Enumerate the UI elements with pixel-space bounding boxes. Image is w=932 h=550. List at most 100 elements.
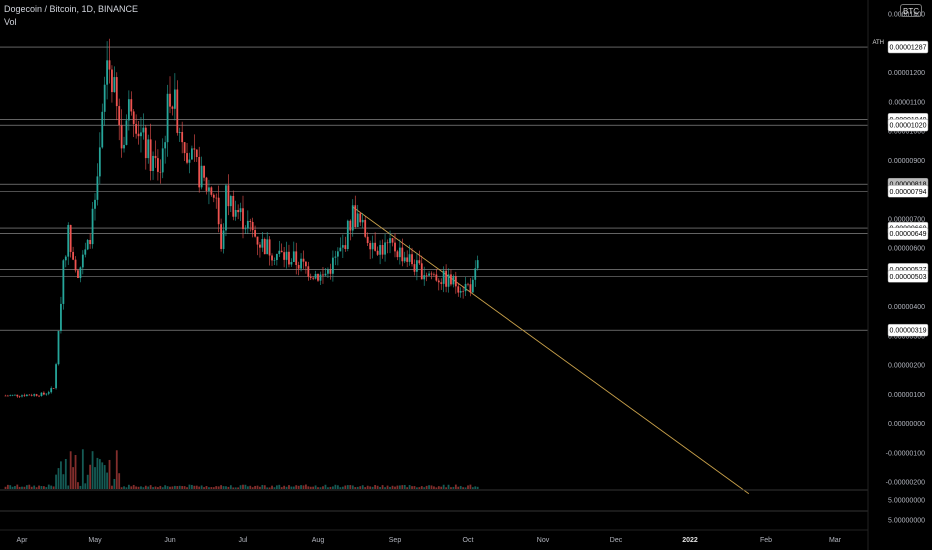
volume-bar bbox=[64, 458, 67, 489]
candle-body bbox=[364, 219, 367, 237]
volume-bar bbox=[101, 462, 104, 489]
trendline[interactable] bbox=[352, 206, 750, 495]
candle-body bbox=[161, 148, 164, 173]
candle-body bbox=[249, 220, 252, 222]
candle-body bbox=[215, 197, 218, 199]
volume-bar bbox=[229, 485, 232, 489]
candle-body bbox=[435, 274, 438, 281]
volume-bar bbox=[161, 487, 164, 489]
volume-bar bbox=[283, 485, 286, 489]
volume-bar bbox=[183, 486, 186, 489]
candle-body bbox=[130, 99, 133, 112]
volume-bar bbox=[14, 486, 16, 489]
level-price-text: 0.00000503 bbox=[890, 274, 927, 281]
time-axis[interactable]: Apr May Jun Jul Aug Sep Oct Nov Dec 2022 Feb Mar bbox=[17, 537, 842, 544]
time-tick-label: Jun bbox=[164, 537, 175, 544]
candle-body bbox=[210, 187, 213, 195]
candle-body bbox=[222, 230, 225, 249]
volume-bar bbox=[467, 485, 469, 489]
volume-bar bbox=[159, 485, 162, 489]
volume-bar bbox=[290, 486, 293, 489]
volume-label[interactable]: Vol bbox=[4, 17, 17, 27]
volume-bar bbox=[60, 461, 62, 489]
volume-bar bbox=[103, 465, 106, 489]
volume-bar bbox=[127, 484, 130, 489]
candle-body bbox=[457, 286, 460, 293]
volume-bar bbox=[297, 485, 300, 489]
volume-bar bbox=[239, 485, 242, 489]
candle-body bbox=[425, 275, 428, 276]
volume-bar bbox=[305, 484, 307, 489]
candle-body bbox=[149, 139, 152, 172]
volume-bar bbox=[35, 487, 38, 489]
volume-bar bbox=[452, 486, 455, 489]
volume-bar bbox=[234, 487, 237, 489]
volume-bar bbox=[403, 484, 406, 489]
candle-body bbox=[374, 242, 377, 251]
volume-bar bbox=[437, 486, 440, 489]
volume-bar bbox=[268, 487, 271, 489]
volume-bar bbox=[341, 486, 344, 489]
volume-bar bbox=[38, 485, 40, 489]
candle-body bbox=[386, 242, 389, 244]
candle-body bbox=[25, 394, 28, 397]
price-tick-label: 0.00000200 bbox=[888, 363, 925, 370]
candle-body bbox=[336, 251, 339, 257]
time-tick-label: 2022 bbox=[682, 537, 698, 544]
volume-bar bbox=[89, 464, 92, 489]
candle-body bbox=[346, 220, 349, 250]
candle-body bbox=[430, 273, 433, 275]
candle-body bbox=[396, 251, 399, 258]
volume-bar bbox=[16, 484, 19, 489]
volume-bar bbox=[278, 484, 281, 489]
candle-body bbox=[471, 279, 474, 293]
candle-body bbox=[292, 251, 295, 263]
volume-bar bbox=[191, 484, 193, 489]
volume-bar bbox=[18, 486, 21, 489]
volume-bar bbox=[140, 486, 142, 489]
candle-body bbox=[173, 89, 176, 109]
volume-bar bbox=[295, 485, 298, 489]
candle-body bbox=[361, 219, 364, 223]
volume-bar bbox=[50, 485, 53, 489]
volume-bar bbox=[137, 486, 140, 489]
price-axis[interactable]: 0.000014000.000013000.000012000.00001100… bbox=[886, 12, 925, 487]
volume-bar bbox=[181, 486, 184, 489]
volume-bar bbox=[374, 485, 377, 489]
candle-body bbox=[91, 208, 94, 245]
candle-body bbox=[329, 269, 332, 274]
volume-bar bbox=[164, 485, 167, 489]
volume-bar bbox=[476, 486, 479, 489]
volume-bar bbox=[210, 487, 213, 489]
candle-body bbox=[45, 393, 48, 395]
chart-title[interactable]: Dogecoin / Bitcoin, 1D, BINANCE bbox=[4, 4, 139, 14]
volume-bar bbox=[115, 450, 118, 489]
candle-body bbox=[366, 236, 369, 244]
candle-body bbox=[72, 251, 74, 260]
candle-body bbox=[203, 165, 205, 178]
candle-body bbox=[349, 220, 352, 231]
candle-body bbox=[322, 274, 324, 276]
volume-bar bbox=[324, 484, 327, 489]
volume-bar bbox=[322, 486, 324, 489]
candle-body bbox=[327, 269, 329, 274]
candle-body bbox=[101, 111, 104, 148]
candle-body bbox=[317, 273, 319, 281]
candle-body bbox=[227, 185, 230, 207]
candle-body bbox=[344, 245, 347, 250]
candle-body bbox=[452, 276, 455, 285]
volume-bar bbox=[271, 485, 273, 489]
currency-badge[interactable]: BTC bbox=[900, 4, 922, 17]
candle-body bbox=[332, 257, 334, 274]
volume-bar bbox=[98, 459, 101, 489]
volume-bar bbox=[474, 486, 477, 489]
volume-bar bbox=[125, 487, 128, 489]
time-tick-label: Mar bbox=[829, 537, 842, 544]
candle-body bbox=[246, 220, 249, 229]
price-tick-label: 0.00001000 bbox=[888, 129, 925, 136]
volume-bar bbox=[30, 486, 33, 489]
time-tick-label: Dec bbox=[610, 537, 623, 544]
volume-bar bbox=[77, 482, 79, 489]
volume-bar bbox=[84, 483, 87, 489]
